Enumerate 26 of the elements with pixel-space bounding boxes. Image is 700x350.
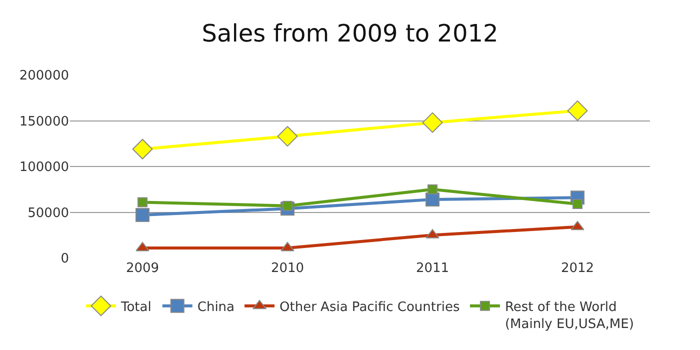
y-tick-label: 200000 [19,68,69,84]
point [132,138,153,160]
legend-label: Other Asia Pacific Countries [280,300,460,315]
legend-label: Rest of the World (Mainly EU,USA,ME) [504,300,634,332]
legend-label: China [197,300,235,315]
y-tick-label: 0 [60,252,69,267]
point [567,100,588,121]
chart-title: Sales from 2009 to 2012 [202,19,498,48]
point [136,242,150,252]
point [136,208,150,222]
point [277,126,298,147]
point [280,242,294,252]
y-tick-label: 100000 [19,160,69,176]
x-tick-label: 2011 [416,261,450,276]
point [426,192,440,206]
y-tick-label: 150000 [19,114,69,130]
point [422,112,443,133]
y-tick-label: 50000 [28,206,69,221]
point [572,199,582,210]
x-tick-label: 2012 [560,261,594,276]
point [570,220,584,230]
x-tick-label: 2009 [126,261,160,276]
x-tick-label: 2010 [270,261,304,276]
point [138,197,148,208]
point [428,184,438,194]
legend-label: Total [120,300,152,315]
